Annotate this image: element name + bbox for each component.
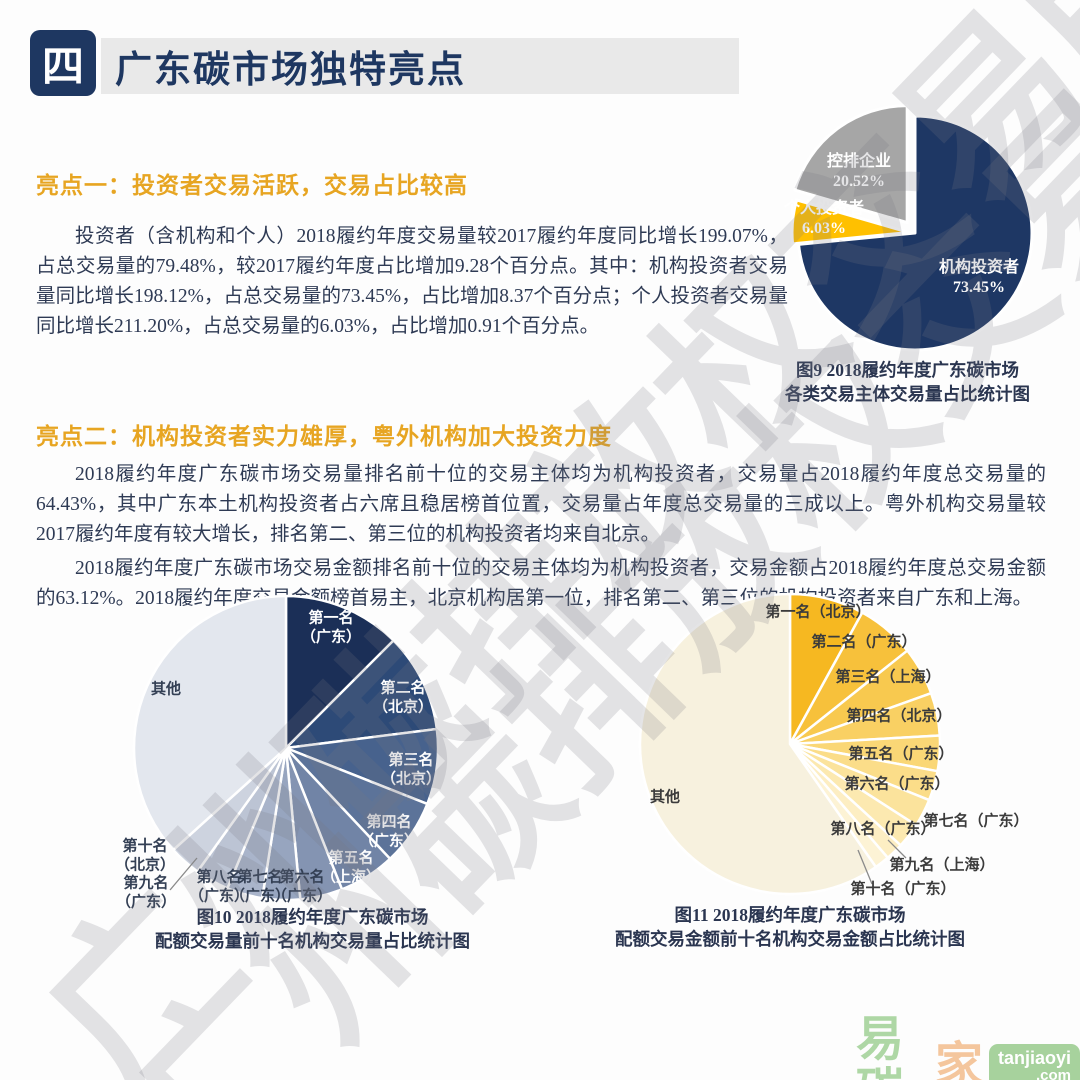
figure-9-slice: [790, 198, 911, 246]
figure-11-caption: 图11 2018履约年度广东碳市场 配额交易金额前十名机构交易金额占比统计图: [580, 904, 1000, 951]
chapter-number-badge: 四: [30, 30, 96, 96]
figure-10-slice: [132, 594, 288, 852]
figure-10-caption-line2: 配额交易量前十名机构交易量占比统计图: [155, 930, 470, 951]
section-2-paragraph-1: 2018履约年度广东碳市场交易量排名前十位的交易主体均为机构投资者，交易量占20…: [36, 464, 1046, 545]
section-1-heading: 亮点一：投资者交易活跃，交易占比较高: [36, 173, 468, 198]
logo-green-text: 易碳: [856, 1013, 905, 1080]
figure-9-slice: [793, 104, 909, 225]
page-title: 广东碳市场独特亮点: [115, 50, 466, 91]
logo-badge-line2: .com: [1035, 1067, 1071, 1080]
logo-badge-line1: tanjiaoyi: [997, 1048, 1071, 1068]
title-bar: 广东碳市场独特亮点: [101, 38, 739, 94]
figure-10-caption-line1: 图10 2018履约年度广东碳市场: [196, 907, 429, 927]
label-leader-line: [857, 849, 873, 885]
section-highlight-1: 亮点一：投资者交易活跃，交易占比较高 投资者（含机构和个人）2018履约年度交易…: [36, 166, 788, 342]
figure-11-slice: [638, 592, 878, 896]
figure-11-caption-line1: 图11 2018履约年度广东碳市场: [674, 905, 906, 925]
figure-9-caption-line2: 各类交易主体交易量占比统计图: [785, 383, 1030, 404]
figure-9-caption-line1: 图9 2018履约年度广东碳市场: [795, 360, 1020, 380]
section-1-paragraph: 投资者（含机构和个人）2018履约年度交易量较2017履约年度同比增长199.0…: [36, 226, 788, 337]
figure-9-caption: 图9 2018履约年度广东碳市场 各类交易主体交易量占比统计图: [740, 359, 1075, 406]
figure-11-caption-line2: 配额交易金额前十名机构交易金额占比统计图: [615, 928, 965, 949]
site-logo: 易碳 家 tanjiaoyi .com: [856, 1014, 1080, 1080]
logo-badge: tanjiaoyi .com: [988, 1044, 1080, 1080]
logo-orange-text: 家: [934, 1039, 983, 1080]
label-leader-line: [169, 857, 198, 891]
figure-10-slice: [284, 639, 439, 750]
figure-9-slice: [797, 114, 1034, 352]
figure-10-caption: 图10 2018履约年度广东碳市场 配额交易量前十名机构交易量占比统计图: [105, 906, 520, 953]
figure-10-slice: [284, 594, 395, 750]
section-2-heading: 亮点二：机构投资者实力雄厚，粤外机构加大投资力度: [36, 424, 612, 449]
label-leader-line: [887, 839, 907, 859]
